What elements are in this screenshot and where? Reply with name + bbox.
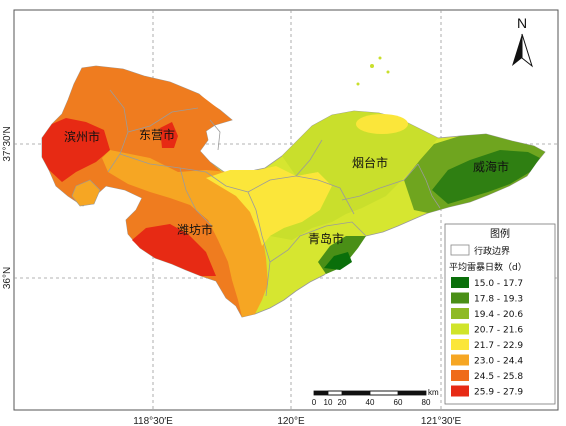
legend-subtitle: 平均雷暴日数（d） [449,261,527,273]
legend-boundary-swatch [450,244,470,256]
city-label-binzhou: 滨州市 [64,129,100,144]
zone-red-binzhou [42,118,110,182]
scale-label-6: 80 [422,398,431,407]
land [41,56,546,318]
legend-swatch-7 [451,370,469,381]
legend-swatch-8 [451,385,469,397]
tick-y-1: 37°30′N [2,126,13,161]
tick-y-2: 36°N [2,267,13,289]
north-label: N [517,15,527,31]
island-small-2 [378,56,382,60]
island-laizhou [71,179,101,207]
zone-yellowgreen [258,111,438,240]
scale-label-2: 10 [324,398,333,407]
zone-red-weifang [132,224,216,276]
scale-labels: 0 10 20 40 60 80 [312,398,431,407]
legend-swatch-5 [451,339,469,350]
city-label-qingdao: 青岛市 [308,231,344,246]
legend-swatch-1 [451,277,469,288]
legend-label-2: 17.8 - 19.3 [474,295,523,305]
zone-yellow [206,166,332,246]
legend-classes: 15.0 - 17.7 17.8 - 19.3 19.4 - 20.6 20.7 - … [451,277,523,398]
tick-x-3: 121°30′E [421,416,462,426]
legend-boundary-label: 行政边界 [474,245,510,257]
city-label-dongying: 东营市 [139,127,175,142]
scale-bar: 0 10 20 40 60 80 km [312,388,439,407]
scale-label-1: 0 [312,398,317,407]
legend-swatch-2 [451,292,469,304]
legend-label-7: 24.5 - 25.8 [474,372,523,382]
zone-darkgreen-qingdao [324,252,352,270]
north-arrow-icon [512,34,522,66]
island-small-3 [386,70,390,74]
legend-label-3: 19.4 - 20.6 [474,310,523,320]
island-small-1 [370,64,374,68]
legend-label-8: 25.9 - 27.9 [474,388,523,398]
scale-unit: km [428,388,439,397]
legend-label-6: 23.0 - 24.4 [474,357,523,367]
north-arrow: N [512,15,533,68]
zone-lightorange [102,150,268,317]
legend: 图例 行政边界 平均雷暴日数（d） 15.0 - 17.7 17.8 - 19.3… [444,223,556,405]
legend-swatch-3 [451,308,469,319]
admin-boundaries [107,89,441,297]
island-small-4 [356,82,360,86]
tick-x-1: 118°30′E [133,416,173,426]
legend-label-1: 15.0 - 17.7 [474,279,523,289]
zone-red-dongying [160,122,178,148]
city-label-yantai: 烟台市 [352,155,388,170]
legend-swatch-6 [451,354,469,366]
scale-label-5: 60 [394,398,403,407]
city-label-weihai: 威海市 [473,159,509,174]
city-label-weifang: 潍坊市 [177,222,213,237]
zone-yellow-yantai [356,114,408,134]
legend-label-5: 21.7 - 22.9 [474,341,523,351]
scale-label-4: 40 [366,398,375,407]
scale-label-3: 20 [338,398,347,407]
legend-label-4: 20.7 - 21.6 [474,326,523,336]
zone-darkgreen-weihai [432,150,540,204]
legend-swatch-4 [451,323,469,335]
tick-x-2: 120°E [277,416,305,426]
legend-title: 图例 [490,227,510,240]
